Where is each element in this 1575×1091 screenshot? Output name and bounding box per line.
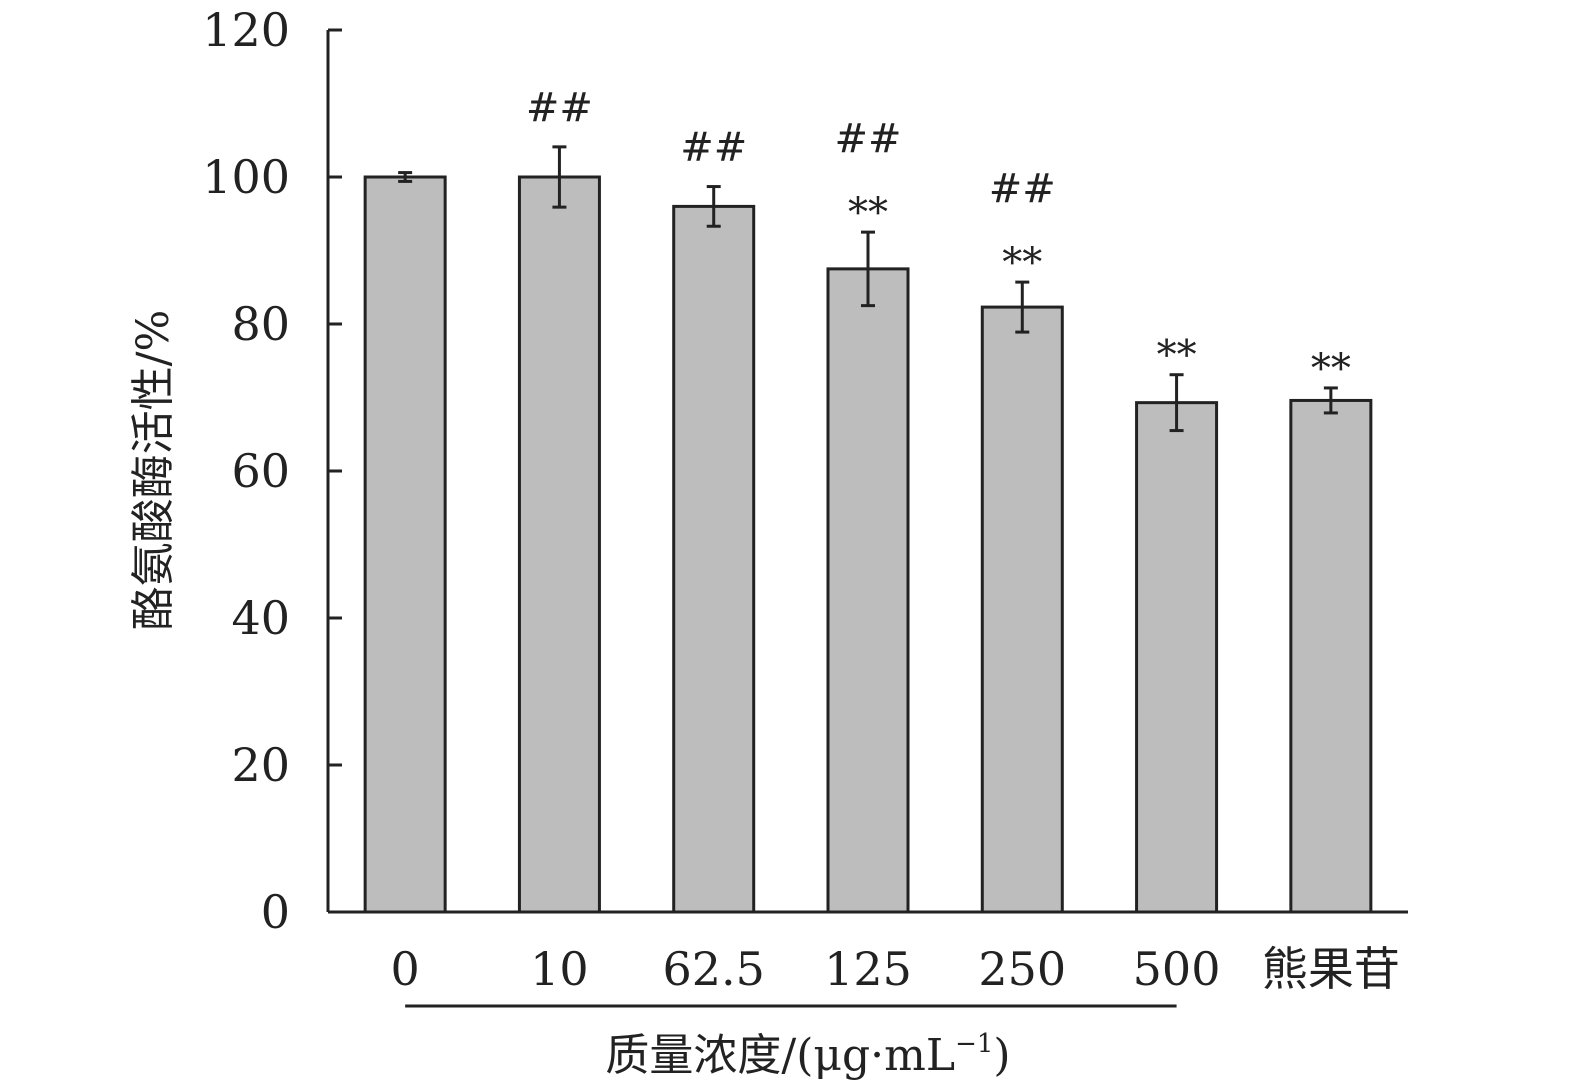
x-category-label-1: 10: [530, 942, 589, 996]
annotation-stars-5: **: [1157, 333, 1197, 379]
annotation-stars-3: **: [848, 190, 888, 236]
bar-5: [1135, 401, 1219, 914]
x-category-label-3: 125: [824, 942, 912, 996]
y-tick-label: 100: [202, 150, 290, 204]
bar-0: [363, 175, 447, 914]
x-axis-label: 质量浓度/(μg·mL−1): [605, 1029, 1010, 1081]
y-tick-label: 0: [261, 885, 290, 939]
y-tick-label: 20: [231, 738, 290, 792]
bars-group: [363, 175, 1373, 914]
y-axis-label: 酪氨酸酶活性/%: [128, 310, 179, 631]
y-tick-label: 60: [231, 444, 290, 498]
x-category-label-4: 250: [978, 942, 1066, 996]
bar-1: [517, 175, 601, 914]
x-category-label-6: 熊果苷: [1262, 942, 1400, 996]
annotation-hash-4: ##: [989, 166, 1056, 212]
annotation-hash-1: ##: [526, 85, 593, 131]
bar-4: [980, 305, 1064, 914]
y-tick-label: 40: [231, 591, 290, 645]
annotation-stars-4: **: [1002, 240, 1042, 286]
significance-annotations-group: ## ## ** ## ** ## ** **: [526, 85, 1351, 392]
x-axis-label-close: ): [993, 1030, 1010, 1081]
error-bars-group: [398, 145, 1338, 433]
y-tick-label: 120: [202, 3, 290, 57]
bar-2: [672, 204, 756, 914]
x-category-label-0: 0: [391, 942, 420, 996]
x-axis-label-sup: −1: [955, 1029, 993, 1059]
bar-3: [826, 267, 910, 914]
bar-6: [1289, 398, 1373, 914]
x-category-label-2: 62.5: [663, 942, 765, 996]
y-ticks-group: 0 20 40 60 80 100 120: [202, 3, 342, 939]
annotation-hash-3: ##: [834, 116, 901, 162]
x-axis-label-main: 质量浓度/(μg·mL: [605, 1030, 955, 1081]
annotation-hash-2: ##: [680, 125, 747, 171]
x-category-labels-group: 0 10 62.5 125 250 500 熊果苷: [391, 942, 1400, 996]
annotation-stars-6: **: [1311, 346, 1351, 392]
x-category-label-5: 500: [1133, 942, 1221, 996]
y-tick-label: 80: [231, 297, 290, 351]
